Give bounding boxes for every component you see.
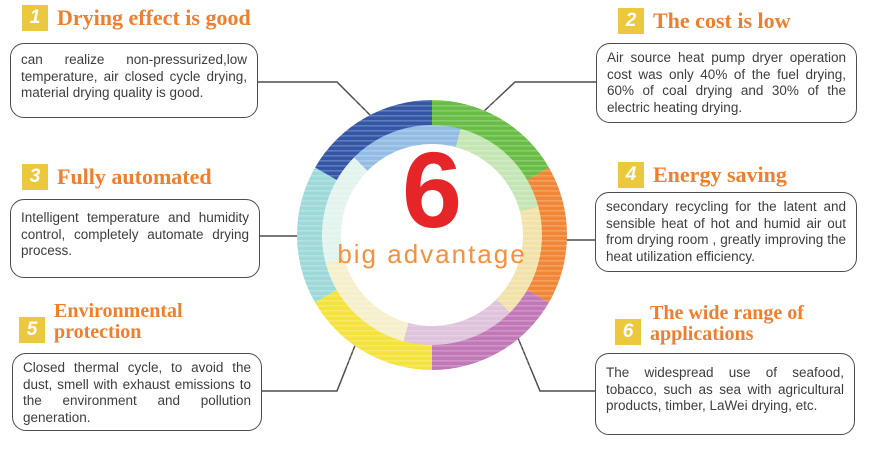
donut-segment-orange xyxy=(510,167,567,303)
center-caption: big advantage xyxy=(337,238,527,269)
donut-segment-cyan xyxy=(297,167,354,303)
advantage-3-box: Intelligent temperature and humidity con… xyxy=(10,199,260,278)
advantage-4-box: secondary recycling for the latent and s… xyxy=(595,192,857,272)
advantage-5-box: Closed thermal cycle, to avoid the dust,… xyxy=(12,353,262,431)
advantage-2-description: Air source heat pump dryer operation cos… xyxy=(607,50,846,115)
center-number: 6 xyxy=(401,129,463,251)
connector-line-6 xyxy=(517,337,597,392)
advantage-5-number-badge: 5 xyxy=(19,317,45,343)
advantage-1-title: Drying effect is good xyxy=(57,5,251,30)
connector-line-5 xyxy=(258,342,357,392)
donut-tint-yellow xyxy=(325,258,409,342)
donut-texture-overlay xyxy=(297,100,567,370)
connector-line-2 xyxy=(481,81,597,114)
donut-center-text: 6 big advantage xyxy=(297,100,567,370)
advantage-4-header: 4 Energy saving xyxy=(618,162,787,188)
donut-segment-blue xyxy=(315,100,432,190)
advantage-6-number-badge: 6 xyxy=(615,319,641,345)
donut-tint-green xyxy=(455,128,539,212)
advantage-1-description: can realize non-pressurized,low temperat… xyxy=(21,52,247,100)
donut-segment-green xyxy=(432,100,549,190)
advantage-3-header: 3 Fully automated xyxy=(22,164,212,190)
donut-segment-yellow xyxy=(315,280,432,370)
advantage-2-number-badge: 2 xyxy=(618,8,644,34)
advantage-6-box: The widespread use of seafood, tobacco, … xyxy=(595,353,855,435)
donut-tint-orange xyxy=(496,206,542,313)
donut-center-hole xyxy=(341,144,523,326)
donut-tint-purple xyxy=(403,299,510,345)
advantage-5-description: Closed thermal cycle, to avoid the dust,… xyxy=(23,360,251,425)
advantage-6-title: The wide range of applications xyxy=(650,302,804,345)
advantage-1-header: 1 Drying effect is good xyxy=(22,5,251,31)
advantage-6-description: The widespread use of seafood, tobacco, … xyxy=(606,365,844,413)
advantage-4-description: secondary recycling for the latent and s… xyxy=(606,199,846,264)
connector-line-1 xyxy=(258,81,372,117)
advantage-5-header: 5 Environmental protection xyxy=(19,301,214,343)
advantage-1-box: can realize non-pressurized,low temperat… xyxy=(10,43,258,118)
advantage-3-title: Fully automated xyxy=(57,164,212,189)
donut-tint-cyan xyxy=(322,157,368,264)
advantage-5-title: Environmental protection xyxy=(54,300,183,343)
advantage-2-title: The cost is low xyxy=(653,8,791,33)
advantage-3-description: Intelligent temperature and humidity con… xyxy=(21,210,249,258)
advantage-3-number-badge: 3 xyxy=(22,164,48,190)
donut-tint-ring xyxy=(322,125,542,345)
donut-segment-purple xyxy=(432,280,549,370)
advantage-2-box: Air source heat pump dryer operation cos… xyxy=(596,43,857,123)
advantage-2-header: 2 The cost is low xyxy=(618,8,791,34)
donut-tint-blue xyxy=(354,125,461,171)
advantage-6-header: 6 The wide range of applications xyxy=(615,303,855,345)
advantage-4-number-badge: 4 xyxy=(618,162,644,188)
advantage-4-title: Energy saving xyxy=(653,162,787,187)
advantage-1-number-badge: 1 xyxy=(22,5,48,31)
donut-chart xyxy=(297,100,567,370)
